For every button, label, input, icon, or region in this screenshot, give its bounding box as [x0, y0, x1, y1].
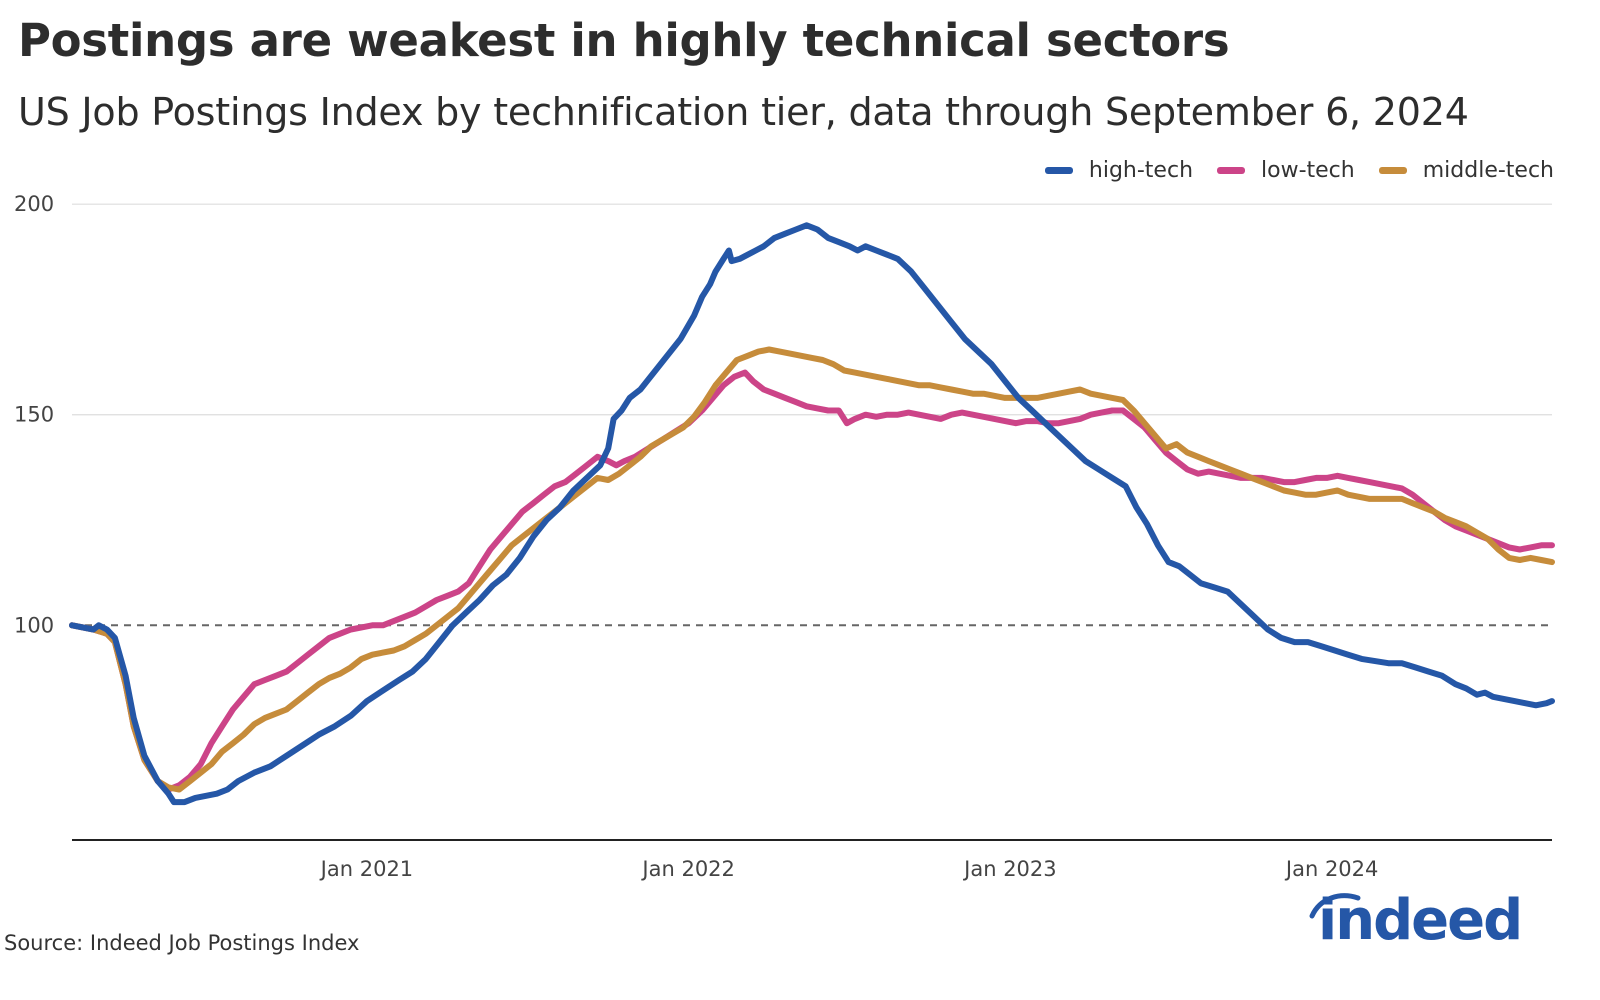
y-tick-label-200: 200 — [14, 192, 54, 216]
legend-label-low-tech: low-tech — [1261, 158, 1355, 183]
x-tick-label-2: Jan 2023 — [962, 857, 1057, 881]
chart-subtitle: US Job Postings Index by technification … — [18, 90, 1469, 134]
source-note: Source: Indeed Job Postings Index — [4, 931, 360, 955]
y-tick-label-150: 150 — [14, 403, 54, 427]
x-tick-label-0: Jan 2021 — [319, 857, 414, 881]
series-line-middle-tech — [69, 346, 1555, 793]
chart-legend: high-tech low-tech middle-tech — [1021, 158, 1554, 183]
legend-item-low-tech: low-tech — [1217, 158, 1355, 183]
indeed-logo: indeed — [1318, 888, 1523, 953]
x-tick-label-1: Jan 2022 — [640, 857, 735, 881]
legend-swatch-high-tech — [1044, 167, 1073, 174]
x-tick-label-3: Jan 2024 — [1284, 857, 1379, 881]
series-line-high-tech — [69, 222, 1555, 806]
y-tick-label-100: 100 — [14, 613, 54, 637]
indeed-logo-arc-icon — [1309, 893, 1361, 919]
legend-label-middle-tech: middle-tech — [1422, 158, 1554, 183]
chart-title: Postings are weakest in highly technical… — [18, 14, 1230, 67]
legend-swatch-middle-tech — [1378, 167, 1407, 174]
legend-swatch-low-tech — [1217, 167, 1246, 174]
legend-label-high-tech: high-tech — [1088, 158, 1194, 183]
series-line-low-tech — [69, 369, 1555, 793]
legend-item-high-tech: high-tech — [1044, 158, 1194, 183]
legend-item-middle-tech: middle-tech — [1378, 158, 1554, 183]
